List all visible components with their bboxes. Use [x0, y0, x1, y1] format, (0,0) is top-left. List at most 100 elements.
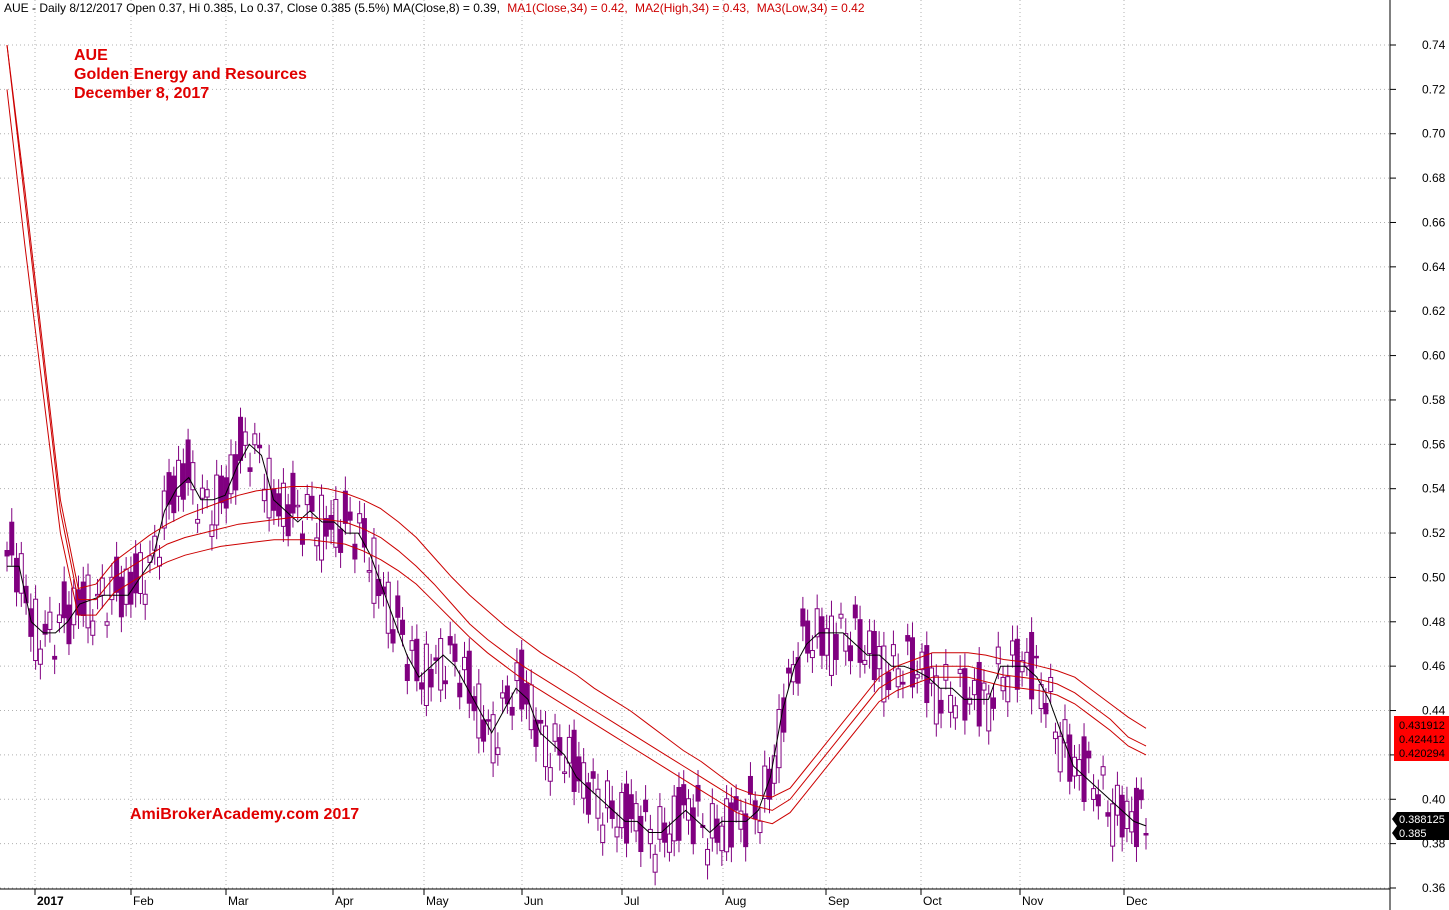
candle-body [714, 818, 720, 843]
candle-body [404, 664, 410, 682]
candle-body [509, 706, 515, 716]
candle-body [790, 664, 796, 683]
chart-title-date: December 8, 2017 [74, 85, 209, 102]
candle-body [52, 655, 58, 660]
candle-body [23, 585, 29, 604]
grid [0, 0, 1390, 889]
candle-body [833, 634, 839, 660]
candle-body [1043, 702, 1049, 715]
candle-body [1000, 676, 1006, 692]
candle-body [695, 784, 701, 802]
candle-body [118, 576, 124, 618]
ma1-info: MA1(Close,34) = 0.42, [507, 1, 627, 15]
candle-body [995, 646, 1001, 665]
candle-body [1067, 734, 1073, 782]
candle-body [552, 723, 558, 742]
candle-body [357, 513, 363, 524]
ma2-info: MA2(High,34) = 0.43, [635, 1, 749, 15]
candle-body [1048, 676, 1054, 693]
candle-body [90, 620, 96, 636]
candle-body [862, 659, 868, 665]
candle-body [562, 771, 568, 774]
date-label: May [426, 894, 449, 908]
candle-body [66, 604, 72, 645]
close-price-tag: 0.388125 [1399, 814, 1445, 826]
candle-body [366, 570, 372, 573]
candle-body [852, 604, 858, 619]
candle-body [390, 629, 396, 644]
candle-body [266, 457, 272, 519]
candle-body [1005, 676, 1011, 703]
candle-body [371, 537, 377, 604]
candle-body [585, 782, 591, 815]
candle-body [948, 694, 954, 713]
candle-body [185, 439, 191, 484]
candle-body [905, 635, 911, 642]
candle-body [1086, 750, 1092, 759]
price-label: 0.38 [1422, 837, 1446, 851]
candle-body [557, 737, 563, 756]
candle-body [638, 815, 644, 853]
candle-body [247, 467, 253, 472]
price-label: 0.46 [1422, 659, 1446, 673]
candle-body [338, 528, 344, 553]
candle-body [523, 683, 529, 705]
candle-body [900, 681, 906, 685]
price-label: 0.36 [1422, 881, 1446, 895]
candle-body [762, 765, 768, 799]
candle-body [414, 638, 420, 682]
candle-body [624, 783, 630, 844]
candle-body [981, 682, 987, 691]
candle-body [657, 806, 663, 840]
candle-body [604, 780, 610, 809]
ma-price-tag-box [1394, 716, 1449, 761]
candle-body [290, 472, 296, 514]
close-price-tag-box [1392, 826, 1449, 840]
candle-body [161, 490, 167, 529]
price-label: 0.52 [1422, 526, 1446, 540]
candle-body [319, 494, 325, 561]
candle-body [590, 771, 596, 779]
candle-body [600, 824, 606, 844]
candle-body [890, 644, 896, 657]
candle-body [538, 719, 544, 724]
candle-body [1133, 787, 1139, 848]
candle-body [838, 613, 844, 619]
candle-body [929, 667, 935, 684]
candle-body [99, 577, 105, 596]
candle-body [195, 518, 201, 524]
candle-body [419, 682, 425, 690]
svg-text:AUE - Daily 8/12/2017 Open 0.3: AUE - Daily 8/12/2017 Open 0.37, Hi 0.38… [4, 1, 865, 15]
candle-body [628, 794, 634, 820]
candle-body [166, 472, 172, 505]
candle-body [976, 661, 982, 727]
candle-body [1100, 766, 1106, 776]
price-axis-labels: 0.74 0.72 0.70 0.68 0.66 0.64 0.62 0.60 0.58 0.56… [1390, 38, 1446, 895]
candle-body [757, 820, 763, 834]
candle-body [352, 543, 358, 560]
candle-body [709, 803, 715, 839]
candle-body [1010, 640, 1016, 656]
candle-body [876, 646, 882, 670]
symbol-info: AUE - Daily 8/12/2017 Open 0.37, Hi 0.38… [4, 1, 500, 15]
candle-body [133, 553, 139, 594]
candle-body [490, 714, 496, 764]
candle-body [652, 853, 658, 873]
ma3-info: MA3(Low,34) = 0.42 [757, 1, 865, 15]
candle-body [1057, 735, 1063, 773]
price-label: 0.48 [1422, 615, 1446, 629]
close-price-tag-box [1392, 812, 1449, 826]
candle-body [814, 608, 820, 638]
candle-body [128, 571, 134, 605]
candle-body [786, 667, 792, 674]
candle-body [233, 454, 239, 491]
candle-body [666, 833, 672, 853]
candle-body [986, 693, 992, 732]
candle-body [805, 620, 811, 654]
candle-body [180, 463, 186, 500]
candle-body [71, 587, 77, 626]
candle-body [462, 656, 468, 671]
candle-body [285, 504, 291, 537]
candle-body [971, 679, 977, 696]
candle-body [957, 668, 963, 674]
